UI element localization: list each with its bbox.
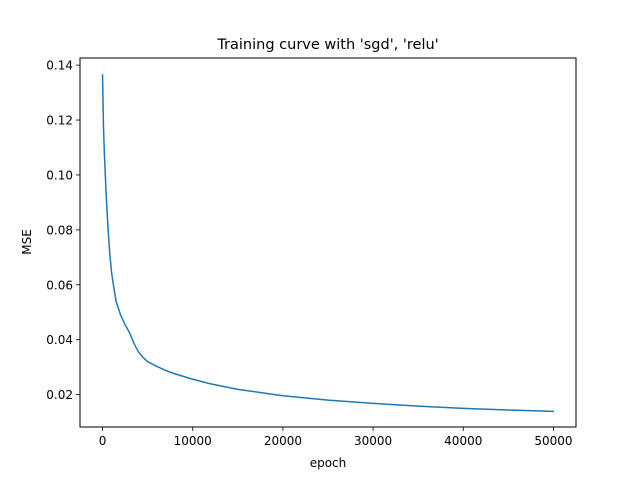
y-tick-label: 0.14 [46,59,73,73]
x-tick-label: 40000 [444,434,482,448]
y-axis: 0.02 0.04 0.06 0.08 0.10 0.12 0.14 [46,59,80,402]
x-axis-label: epoch [310,456,347,470]
x-tick-label: 50000 [534,434,572,448]
x-tick-label: 30000 [354,434,392,448]
x-tick-label: 20000 [264,434,302,448]
y-tick-label: 0.10 [46,168,73,182]
x-axis: 0 10000 20000 30000 40000 50000 [99,427,573,448]
x-tick-label: 10000 [174,434,212,448]
axes-frame [79,57,577,428]
x-tick-label: 0 [99,434,107,448]
y-tick-label: 0.06 [46,278,73,292]
y-tick-label: 0.04 [46,333,73,347]
series-line-0 [101,74,555,413]
chart-title: Training curve with 'sgd', 'relu' [216,37,438,53]
y-axis-label: MSE [20,229,34,255]
y-tick-label: 0.12 [46,114,73,128]
plot-area [101,74,555,413]
y-tick-label: 0.08 [46,223,73,237]
y-tick-label: 0.02 [46,388,73,402]
